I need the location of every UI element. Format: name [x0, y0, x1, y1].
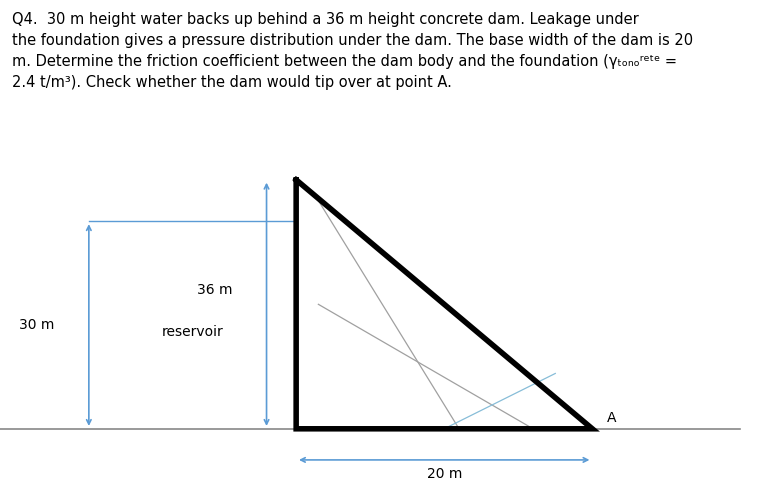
Text: 36 m: 36 m	[197, 284, 233, 297]
Text: Q4.  30 m height water backs up behind a 36 m height concrete dam. Leakage under: Q4. 30 m height water backs up behind a …	[12, 12, 693, 90]
Text: reservoir: reservoir	[162, 325, 223, 339]
Text: 20 m: 20 m	[427, 467, 462, 481]
Text: A: A	[607, 411, 617, 425]
Text: 30 m: 30 m	[19, 318, 55, 332]
